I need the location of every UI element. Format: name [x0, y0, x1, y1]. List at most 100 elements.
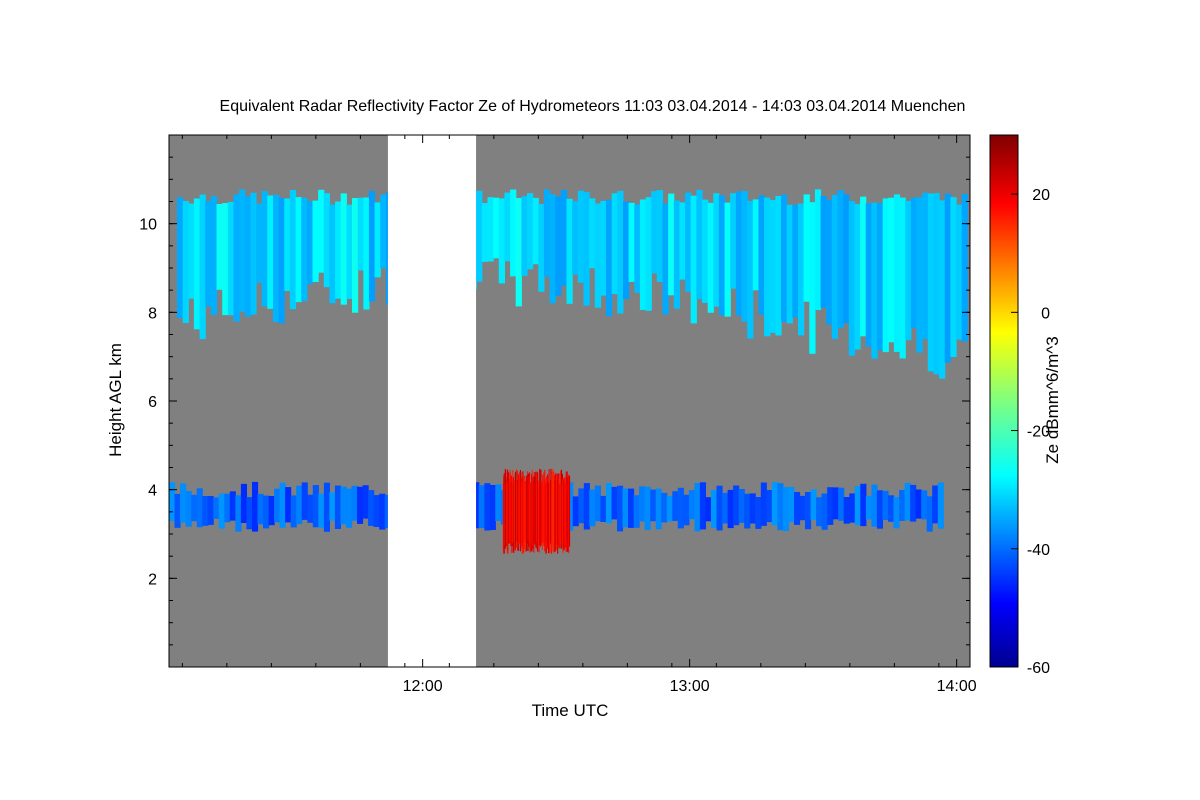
reflectivity-cell — [306, 201, 313, 285]
reflectivity-cell — [611, 486, 618, 520]
reflectivity-cell — [334, 485, 341, 529]
reflectivity-cell — [229, 491, 236, 521]
reflectivity-cell — [199, 194, 206, 340]
reflectivity-cell — [216, 204, 223, 290]
reflectivity-cell — [679, 202, 686, 280]
reflectivity-cell — [666, 495, 673, 522]
reflectivity-cell — [821, 493, 828, 530]
reflectivity-cell — [803, 194, 810, 302]
reflectivity-cell — [263, 495, 270, 529]
reflectivity-cell — [656, 190, 663, 282]
reflectivity-cell — [711, 490, 718, 528]
reflectivity-cell — [722, 492, 729, 524]
reflectivity-cell — [323, 193, 330, 288]
y-axis-label: Height AGL km — [106, 343, 125, 457]
reflectivity-cell — [498, 198, 505, 284]
reflectivity-cell — [764, 197, 771, 337]
reflectivity-cell — [589, 198, 596, 269]
reflectivity-cell — [357, 486, 364, 524]
axes: 12:00 13:00 14:00 2 4 6 8 10 — [139, 134, 977, 695]
reflectivity-cell — [738, 489, 745, 523]
reflectivity-cell — [478, 485, 485, 528]
reflectivity-cell — [250, 192, 257, 315]
reflectivity-cell — [239, 189, 246, 312]
colorbar — [989, 134, 1019, 668]
reflectivity-cell — [888, 197, 895, 343]
reflectivity-cell — [569, 476, 571, 547]
reflectivity-cell — [677, 487, 684, 529]
reflectivity-cell — [174, 493, 181, 528]
reflectivity-cell — [699, 482, 706, 530]
reflectivity-cell — [820, 196, 827, 308]
reflectivity-cell — [644, 486, 651, 530]
x-tick-label: 13:00 — [670, 678, 710, 695]
reflectivity-cell — [713, 193, 720, 307]
reflectivity-cell — [484, 483, 491, 531]
reflectivity-cell — [683, 494, 690, 526]
reflectivity-cell — [346, 488, 353, 528]
reflectivity-cell — [628, 202, 635, 282]
colorbar-tick-label: -20 — [1027, 424, 1050, 441]
reflectivity-cell — [848, 201, 855, 356]
reflectivity-cell — [177, 197, 184, 318]
reflectivity-cell — [786, 204, 793, 324]
reflectivity-cell — [916, 197, 923, 353]
reflectivity-cell — [888, 495, 895, 522]
reflectivity-cell — [476, 190, 483, 282]
reflectivity-cell — [252, 481, 259, 532]
reflectivity-cell — [688, 490, 695, 520]
reflectivity-cell — [572, 201, 579, 275]
reflectivity-cell — [538, 204, 545, 292]
reflectivity-cell — [727, 489, 734, 529]
reflectivity-cell — [702, 199, 709, 303]
reflectivity-cell — [831, 195, 838, 339]
y-tick-label: 8 — [148, 305, 157, 322]
reflectivity-cell — [318, 189, 325, 273]
reflectivity-cell — [650, 489, 657, 522]
reflectivity-cell — [950, 197, 957, 357]
reflectivity-cell — [810, 489, 817, 520]
reflectivity-cell — [566, 198, 573, 304]
reflectivity-cell — [826, 200, 833, 325]
reflectivity-cell — [766, 490, 773, 523]
reflectivity-cell — [235, 495, 242, 532]
reflectivity-cell — [882, 490, 889, 520]
reflectivity-cell — [202, 496, 209, 526]
colorbar-tick-label: 0 — [1041, 305, 1050, 322]
reflectivity-cell — [837, 190, 844, 329]
reflectivity-cell — [246, 497, 253, 530]
reflectivity-cell — [662, 203, 669, 315]
reflectivity-cell — [927, 193, 934, 372]
reflectivity-cell — [781, 194, 788, 322]
reflectivity-cell — [827, 487, 834, 525]
reflectivity-cell — [724, 202, 731, 317]
y-tick-label: 10 — [139, 217, 157, 234]
reflectivity-cell — [210, 196, 218, 315]
reflectivity-cell — [777, 483, 784, 531]
reflectivity-cell — [594, 485, 601, 522]
reflectivity-cell — [893, 194, 901, 352]
reflectivity-cell — [244, 196, 251, 317]
reflectivity-cell — [567, 482, 574, 531]
reflectivity-cell — [193, 198, 201, 330]
reflectivity-cell — [794, 492, 801, 525]
reflectivity-cell — [185, 491, 192, 527]
reflectivity-cell — [685, 192, 692, 292]
reflectivity-cell — [752, 199, 759, 291]
reflectivity-cell — [716, 485, 723, 531]
reflectivity-cell — [673, 200, 680, 309]
reflectivity-cell — [634, 204, 641, 293]
x-tick-label: 12:00 — [403, 678, 443, 695]
reflectivity-cell — [694, 483, 701, 532]
reflectivity-cell — [843, 497, 850, 524]
reflectivity-cell — [733, 485, 740, 526]
reflectivity-cell — [188, 203, 195, 299]
reflectivity-cell — [645, 197, 652, 311]
reflectivity-cell — [504, 192, 511, 262]
reflectivity-cell — [741, 191, 748, 322]
reflectivity-cell — [521, 196, 528, 276]
reflectivity-cell — [639, 486, 646, 522]
reflectivity-cell — [296, 485, 303, 525]
reflectivity-cell — [261, 191, 268, 307]
reflectivity-cell — [560, 189, 568, 286]
